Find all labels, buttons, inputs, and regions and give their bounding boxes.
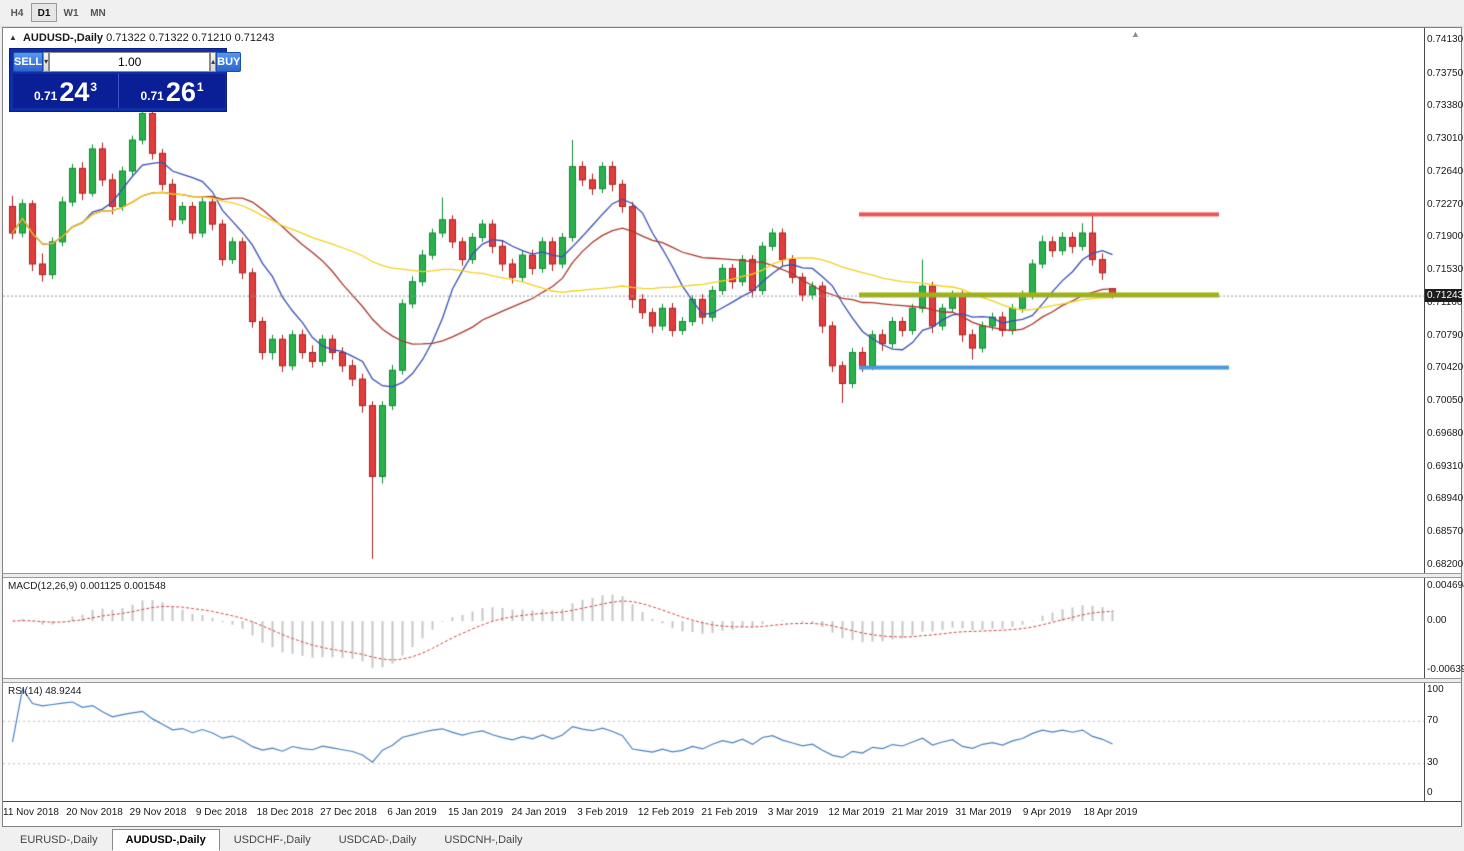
date-axis-label: 27 Dec 2018 — [320, 807, 377, 818]
macd-chart-canvas[interactable] — [3, 578, 1424, 678]
date-axis-label: 9 Apr 2019 — [1022, 807, 1072, 818]
date-axis-label: 6 Jan 2019 — [387, 807, 437, 818]
timeframe-toolbar: H4 D1 W1 MN — [0, 0, 1464, 27]
one-click-prices: 0.71 24 3 0.71 26 1 — [13, 74, 225, 108]
date-axis-label: 29 Nov 2018 — [129, 807, 187, 818]
date-axis-label: 21 Mar 2019 — [891, 807, 949, 818]
panel-splitter[interactable] — [3, 678, 1461, 683]
price-chart-canvas[interactable] — [3, 28, 1424, 573]
tab-usdchf-daily[interactable]: USDCHF-,Daily — [219, 829, 325, 850]
price-axis-label: 0.73750 — [1427, 67, 1464, 79]
price-axis-label: 0.68570 — [1427, 526, 1464, 538]
date-axis-label: 18 Dec 2018 — [256, 807, 314, 818]
rsi-indicator-label: RSI(14) 48.9244 — [8, 686, 82, 697]
tab-eurusd-daily[interactable]: EURUSD-,Daily — [6, 829, 112, 850]
timeframe-w1-button[interactable]: W1 — [58, 3, 84, 22]
price-axis-label: 0.71160 — [1427, 296, 1463, 308]
price-axis-label: 0.69310 — [1427, 460, 1464, 472]
volume-decrease-button[interactable]: ▾ — [43, 52, 50, 72]
macd-panel: MACD(12,26,9) 0.001125 0.001548 0.004694… — [3, 578, 1464, 678]
sell-price-pipette: 3 — [90, 80, 98, 94]
date-axis-label: 24 Jan 2019 — [511, 807, 567, 818]
volume-input[interactable] — [49, 52, 211, 72]
one-click-collapse-icon[interactable]: ▲ — [9, 33, 17, 42]
tab-usdcad-daily[interactable]: USDCAD-,Daily — [324, 829, 431, 850]
price-axis[interactable]: 0.74130 0.73750 0.73380 0.73010 0.72640 0.722… — [1424, 28, 1464, 573]
price-axis-label: 0.74130 — [1427, 34, 1464, 45]
date-axis-label: 9 Dec 2018 — [195, 807, 248, 818]
sell-price-prefix: 0.71 — [33, 89, 58, 103]
price-axis-label: 0.70050 — [1427, 395, 1464, 407]
tab-audusd-daily[interactable]: AUDUSD-,Daily — [111, 829, 220, 851]
spin-up-icon: ▴ — [211, 57, 216, 66]
timeframe-d1-button[interactable]: D1 — [31, 3, 57, 22]
volume-increase-button[interactable]: ▴ — [210, 52, 217, 72]
price-axis-label: 0.70420 — [1427, 362, 1464, 374]
price-axis-label: 0.72640 — [1427, 165, 1464, 177]
rsi-axis-label: 0 — [1427, 787, 1433, 798]
date-axis-label: 12 Mar 2019 — [828, 807, 885, 818]
date-axis-label: 11 Nov 2018 — [3, 807, 59, 818]
date-axis-label: 15 Jan 2019 — [447, 807, 504, 818]
price-axis-label: 0.71900 — [1427, 231, 1464, 243]
macd-axis-label: -0.006394 — [1427, 664, 1464, 675]
tab-usdcnh-daily[interactable]: USDCNH-,Daily — [430, 829, 537, 850]
rsi-axis[interactable]: 100 70 30 0 — [1424, 683, 1461, 801]
macd-axis[interactable]: 0.004694 0.00 -0.006394 — [1424, 578, 1464, 678]
sell-price-big: 24 — [59, 77, 90, 107]
panel-splitter[interactable] — [3, 573, 1461, 578]
spin-down-icon: ▾ — [44, 57, 49, 66]
rsi-axis-label: 70 — [1427, 714, 1439, 726]
buy-price-prefix: 0.71 — [140, 89, 164, 103]
buy-price-pipette: 1 — [196, 80, 204, 94]
macd-axis-label: 0.004694 — [1427, 580, 1464, 591]
buy-price-button[interactable]: 0.71 26 1 — [119, 74, 225, 108]
chart-window: ▲ AUDUSD-,Daily 0.71322 0.71322 0.71210 … — [2, 27, 1464, 827]
rsi-panel: RSI(14) 48.9244 100 70 30 0 — [3, 683, 1461, 801]
price-axis-label: 0.72270 — [1427, 198, 1464, 210]
current-price-badge: 0.71243 — [1425, 288, 1464, 302]
chart-symbol-label: AUDUSD-,Daily — [22, 32, 104, 44]
price-axis-label: 0.68200 — [1427, 559, 1464, 570]
buy-price-big: 26 — [165, 77, 196, 107]
one-click-trading-panel: SELL ▾ ▴ BUY 0.71 24 3 0.71 26 1 — [9, 48, 242, 112]
macd-indicator-label: MACD(12,26,9) 0.001125 0.001548 — [8, 581, 166, 592]
price-axis-label: 0.68940 — [1427, 493, 1464, 505]
date-axis[interactable]: 11 Nov 2018 20 Nov 2018 29 Nov 2018 9 Dec 2… — [3, 801, 1461, 825]
rsi-chart-canvas[interactable] — [3, 683, 1424, 801]
chart-title: ▲ AUDUSD-,Daily 0.71322 0.71322 0.71210 … — [9, 32, 274, 44]
timeframe-h4-button[interactable]: H4 — [4, 3, 30, 22]
date-axis-label: 12 Feb 2019 — [637, 807, 695, 818]
price-axis-label: 0.73010 — [1427, 133, 1464, 145]
chart-ohlc-values: 0.71322 0.71322 0.71210 0.71243 — [106, 32, 275, 44]
price-axis-label: 0.71530 — [1427, 264, 1464, 276]
chart-tab-bar: EURUSD-,Daily AUDUSD-,Daily USDCHF-,Dail… — [0, 829, 1464, 851]
date-axis-label: 20 Nov 2018 — [66, 807, 123, 818]
date-axis-label: 3 Feb 2019 — [577, 807, 628, 818]
sell-price-button[interactable]: 0.71 24 3 — [13, 74, 119, 108]
date-axis-label: 18 Apr 2019 — [1083, 807, 1138, 818]
rsi-axis-label: 30 — [1427, 757, 1439, 769]
sell-button[interactable]: SELL — [13, 52, 44, 72]
price-panel: ▲ AUDUSD-,Daily 0.71322 0.71322 0.71210 … — [3, 28, 1464, 573]
timeframe-mn-button[interactable]: MN — [85, 3, 111, 22]
date-axis-label: 31 Mar 2019 — [955, 807, 1012, 818]
price-axis-label: 0.73380 — [1427, 100, 1464, 112]
price-axis-label: 0.70790 — [1427, 329, 1464, 341]
macd-axis-label: 0.00 — [1427, 615, 1447, 627]
date-axis-label: 21 Feb 2019 — [701, 807, 758, 818]
chart-shift-marker-icon[interactable]: ▲ — [1131, 29, 1140, 39]
rsi-axis-label: 100 — [1427, 684, 1444, 695]
date-axis-label: 3 Mar 2019 — [767, 807, 819, 818]
price-axis-label: 0.69680 — [1427, 427, 1464, 439]
buy-button[interactable]: BUY — [216, 52, 242, 72]
